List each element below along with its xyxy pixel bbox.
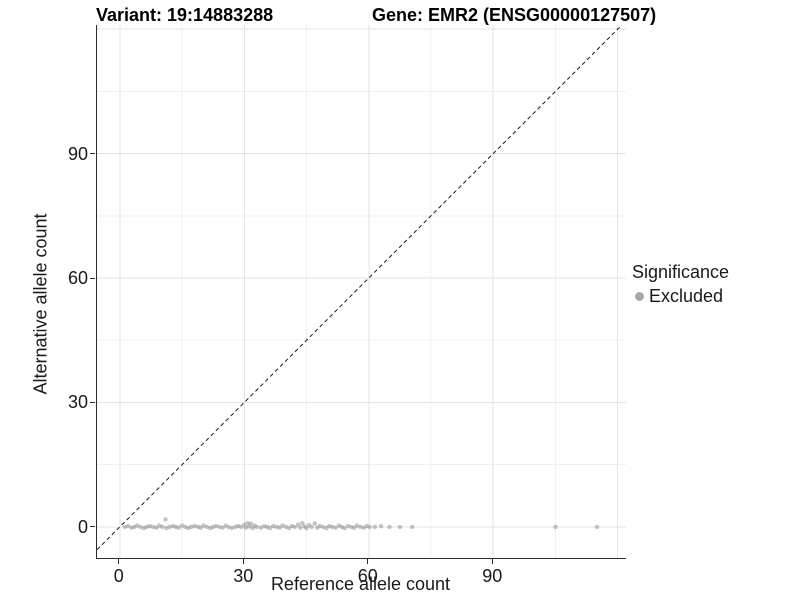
x-tick-mark <box>491 559 493 564</box>
y-tick-mark <box>90 153 95 155</box>
y-tick-label: 0 <box>77 516 88 537</box>
data-point <box>358 524 363 530</box>
y-tick-mark <box>90 277 95 279</box>
data-point <box>189 524 194 530</box>
x-tick-label: 30 <box>233 566 254 586</box>
data-point <box>192 523 197 529</box>
data-point <box>342 525 347 531</box>
data-point <box>300 521 305 526</box>
data-point <box>147 523 152 529</box>
data-point <box>379 523 384 529</box>
plot-panel-svg <box>97 25 626 558</box>
data-point <box>267 525 273 531</box>
variant-title: Variant: 19:14883288 <box>96 5 274 25</box>
data-point <box>292 524 298 530</box>
data-point <box>125 523 131 529</box>
legend-title: Significance <box>632 262 730 282</box>
data-point <box>296 522 301 527</box>
data-point <box>345 523 351 529</box>
data-point <box>397 524 403 530</box>
y-tick-label: 90 <box>67 143 88 164</box>
data-point <box>245 521 250 526</box>
data-point <box>367 524 372 530</box>
data-point <box>248 521 254 526</box>
x-tick-label: 60 <box>357 566 378 586</box>
x-tick-mark <box>118 559 120 564</box>
data-point <box>138 524 143 530</box>
data-point <box>372 524 378 530</box>
data-point <box>320 524 326 530</box>
y-tick-mark <box>90 526 95 528</box>
x-tick-label: 90 <box>482 566 503 586</box>
data-point <box>238 524 244 530</box>
x-tick-mark <box>367 559 369 564</box>
data-point <box>213 523 219 529</box>
data-point <box>298 525 303 530</box>
data-point <box>204 524 210 530</box>
legend: Significance Excluded <box>632 262 729 307</box>
data-point <box>317 523 322 529</box>
data-point <box>387 524 392 530</box>
data-point <box>150 524 156 530</box>
excluded-point-swatch <box>635 292 644 301</box>
data-point <box>159 524 165 530</box>
data-point <box>135 523 140 528</box>
data-point <box>283 524 288 530</box>
plot-panel <box>96 25 626 559</box>
y-tick-label: 30 <box>67 392 88 413</box>
data-point <box>226 524 231 530</box>
data-point <box>217 524 222 530</box>
data-point <box>410 524 415 530</box>
data-point <box>271 523 276 529</box>
y-tick-label: 60 <box>67 268 88 289</box>
data-point <box>304 525 309 531</box>
data-point <box>176 525 181 530</box>
legend-item-excluded: Excluded <box>632 286 729 307</box>
data-point <box>330 524 335 530</box>
data-point <box>254 524 259 530</box>
data-point <box>354 523 360 528</box>
y-tick-mark <box>90 401 95 403</box>
data-point <box>163 517 168 522</box>
data-point <box>258 525 264 530</box>
data-point <box>122 524 127 530</box>
x-tick-label: 0 <box>113 566 124 586</box>
gene-title: Gene: EMR2 (ENSG00000127507) <box>372 5 657 25</box>
data-point <box>553 524 558 530</box>
data-point <box>594 524 600 530</box>
data-point <box>243 525 249 530</box>
data-point <box>229 525 234 531</box>
data-point <box>164 525 169 531</box>
x-tick-mark <box>242 559 244 564</box>
data-point <box>201 523 206 528</box>
x-axis-title: Reference allele count <box>270 574 451 594</box>
identity-line <box>97 25 623 551</box>
data-point <box>309 524 314 530</box>
y-axis-title: Alternative allele count <box>30 213 51 395</box>
legend-item-label: Excluded <box>649 286 724 306</box>
data-point <box>179 523 185 528</box>
data-point <box>167 524 172 530</box>
data-point <box>333 525 338 530</box>
data-point <box>280 523 285 528</box>
data-point <box>312 521 317 526</box>
